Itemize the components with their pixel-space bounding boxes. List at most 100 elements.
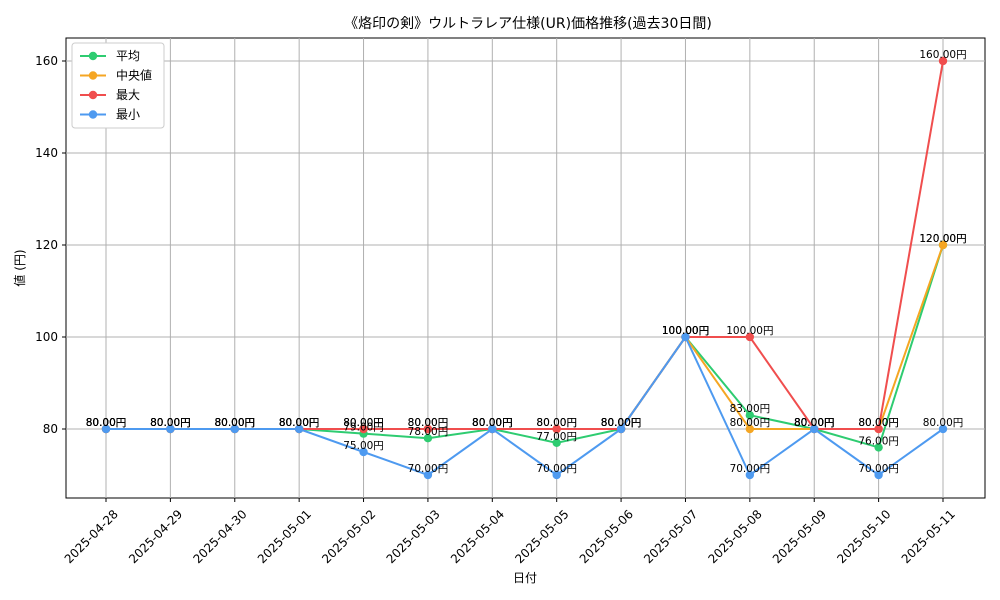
data-point [101,424,111,434]
data-point [230,424,239,434]
data-label: 80.00円 [214,417,255,429]
data-label: 70.00円 [730,463,771,475]
legend-marker [88,110,98,119]
data-label: 80.00円 [279,417,320,429]
data-point [359,424,368,434]
x-tick-label: 2025-04-28 [62,507,121,566]
x-tick-label: 2025-04-30 [190,507,249,566]
data-point [938,424,948,434]
data-label: 80.00円 [858,417,899,429]
data-label: 80.00円 [150,417,191,429]
data-point [938,240,948,250]
y-tick-label: 140 [35,146,58,160]
y-tick-label: 120 [35,238,58,252]
y-tick-label: 80 [43,422,58,436]
data-label: 100.00円 [662,325,709,337]
data-label: 80.00円 [86,417,127,429]
data-label: 80.00円 [214,417,255,429]
y-axis-label: 値 (円) [12,249,27,286]
data-point [874,470,883,480]
data-label: 100.00円 [662,325,709,337]
data-label: 80.00円 [730,417,771,429]
data-label: 80.00円 [279,417,320,429]
x-tick-label: 2025-05-02 [319,507,378,566]
data-label: 80.00円 [472,417,513,429]
data-point [874,424,883,434]
data-label: 80.00円 [794,417,835,429]
x-tick-label: 2025-05-03 [384,507,443,566]
legend-label: 中央値 [116,68,152,83]
x-tick-label: 2025-05-10 [834,507,893,566]
x-tick-label: 2025-05-01 [255,507,314,566]
data-point [359,447,368,457]
data-point [938,56,948,66]
data-label: 75.00円 [343,440,384,452]
data-label: 80.00円 [923,417,964,429]
data-label: 80.00円 [408,417,449,429]
data-label: 70.00円 [536,463,577,475]
data-label: 80.00円 [472,417,513,429]
data-label: 80.00円 [214,417,255,429]
data-point [423,470,433,480]
y-axis: 80 100 120 140 160 [35,54,66,436]
data-point [423,434,433,443]
data-label: 80.00円 [408,417,449,429]
legend-label: 最小 [116,108,140,122]
data-label: 100.00円 [662,325,709,337]
data-labels: 80.00円 80.00円 80.00円 80.00円 79.00円 78.00円80.0… [86,49,967,475]
data-label: 80.00円 [472,417,513,429]
data-point [616,424,626,434]
data-label: 80.00円 [472,417,513,429]
x-axis-label: 日付 [513,571,537,585]
data-label: 80.00円 [279,417,320,429]
data-label: 80.00円 [601,417,642,429]
data-point [745,411,755,420]
data-label: 70.00円 [858,463,899,475]
x-axis: 2025-04-28 2025-04-29 2025-04-30 2025-05-01… [62,498,958,566]
plot-area [65,37,986,499]
chart-title: 《烙印の剣》ウルトラレア仕様(UR)価格推移(過去30日間) [344,16,712,32]
data-label: 120.00円 [919,233,966,245]
data-label: 80.00円 [86,417,127,429]
legend-label: 最大 [116,88,140,102]
data-label: 80.00円 [150,417,191,429]
data-label: 120.00円 [919,233,966,245]
x-tick-label: 2025-05-08 [706,507,765,566]
x-tick-label: 2025-05-05 [512,507,571,566]
data-point [488,424,497,434]
data-label: 80.00円 [858,417,899,429]
data-label: 80.00円 [343,417,384,429]
series-group [101,56,948,480]
legend-box [71,42,165,129]
data-point [552,438,561,447]
data-label: 80.00円 [536,417,577,429]
data-label: 80.00円 [86,417,127,429]
legend-label: 平均 [116,49,140,63]
series-line-3 [106,335,944,477]
data-point [552,424,561,434]
data-label: 80.00円 [150,417,191,429]
x-tick-label: 2025-05-11 [899,507,958,566]
data-point [810,424,819,434]
data-point [745,332,755,342]
legend-marker [88,51,98,61]
data-label: 80.00円 [343,417,384,429]
data-label: 80.00円 [794,417,835,429]
data-label: 80.00円 [214,417,255,429]
x-tick-label: 2025-05-09 [770,507,829,566]
legend-marker [88,90,98,100]
data-label: 100.00円 [726,325,773,337]
data-point [552,470,561,480]
data-point [166,424,175,434]
data-label: 79.00円 [343,422,384,434]
data-point [745,470,755,480]
y-tick-label: 160 [35,54,58,68]
legend-marker [88,71,98,80]
x-tick-label: 2025-05-04 [448,507,507,566]
x-tick-label: 2025-05-06 [577,507,636,566]
data-label: 76.00円 [858,435,899,447]
data-label: 80.00円 [601,417,642,429]
data-label: 80.00円 [279,417,320,429]
data-point [681,332,690,342]
